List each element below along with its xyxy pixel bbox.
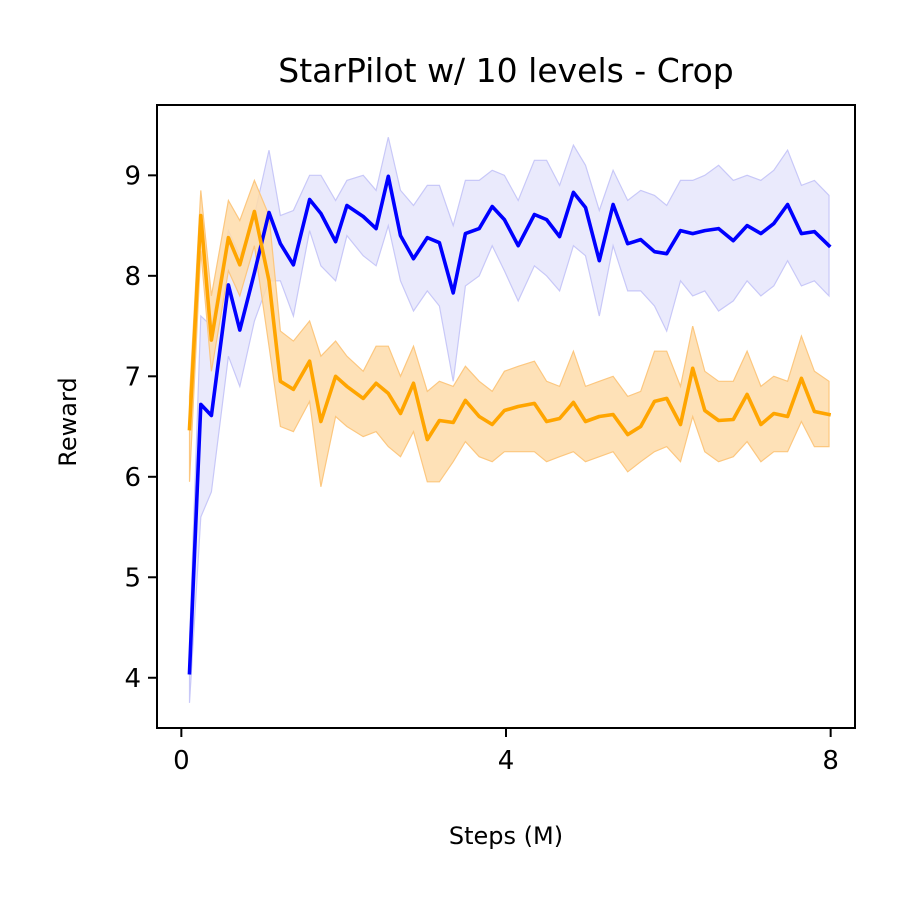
y-axis-label: Reward — [54, 377, 82, 466]
y-tick-label: 8 — [124, 262, 141, 292]
series-1-line — [187, 174, 832, 675]
series-2-band — [188, 178, 830, 487]
x-tick-label: 4 — [498, 746, 515, 776]
plot-area — [187, 137, 832, 703]
y-tick-label: 7 — [124, 362, 141, 392]
y-tick-label: 9 — [124, 161, 141, 191]
series-2-line — [187, 209, 832, 442]
x-tick-label: 0 — [173, 746, 190, 776]
y-tick-label: 6 — [124, 463, 141, 493]
x-axis-label: Steps (M) — [449, 822, 563, 850]
series-1-band — [188, 137, 830, 703]
axis-ticks: 0 4 8 4 5 6 7 8 9 — [124, 161, 838, 776]
x-tick-label: 8 — [822, 746, 839, 776]
y-tick-label: 4 — [124, 664, 141, 694]
chart-title: StarPilot w/ 10 levels - Crop — [278, 51, 733, 90]
y-tick-label: 5 — [124, 563, 141, 593]
